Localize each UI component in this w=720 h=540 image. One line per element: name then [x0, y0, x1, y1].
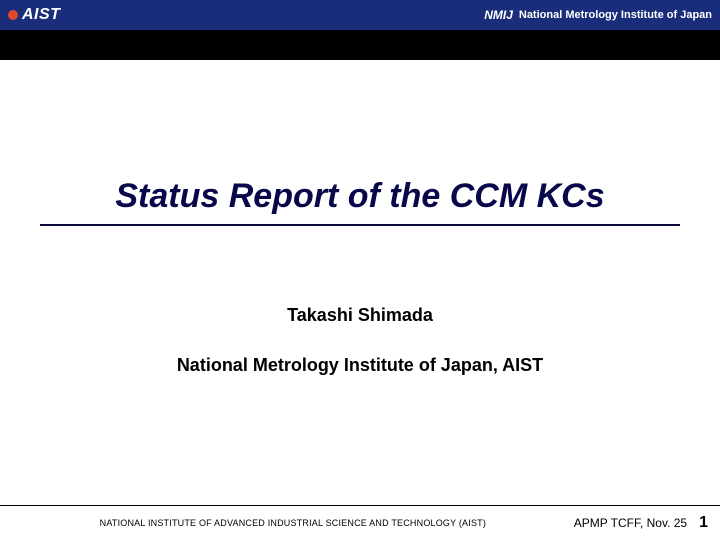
- footer-right: APMP TCFF, Nov. 25 1: [574, 514, 708, 532]
- page-number: 1: [699, 514, 708, 532]
- footer-institute-text: NATIONAL INSTITUTE OF ADVANCED INDUSTRIA…: [12, 518, 574, 528]
- nmij-caption: National Metrology Institute of Japan: [519, 9, 712, 21]
- nmij-block: NMIJ National Metrology Institute of Jap…: [484, 8, 712, 22]
- footer: NATIONAL INSTITUTE OF ADVANCED INDUSTRIA…: [0, 506, 720, 540]
- header-underbar: [0, 30, 720, 60]
- slide-title: Status Report of the CCM KCs: [40, 175, 680, 226]
- footer-event-text: APMP TCFF, Nov. 25: [574, 516, 687, 530]
- author-name: Takashi Shimada: [0, 305, 720, 326]
- author-affiliation: National Metrology Institute of Japan, A…: [0, 355, 720, 376]
- aist-logo-text: AIST: [22, 6, 60, 24]
- header-bar: AIST NMIJ National Metrology Institute o…: [0, 0, 720, 30]
- slide: AIST NMIJ National Metrology Institute o…: [0, 0, 720, 540]
- aist-dot-icon: [8, 10, 18, 20]
- nmij-logo-text: NMIJ: [484, 8, 513, 22]
- aist-logo: AIST: [8, 6, 60, 24]
